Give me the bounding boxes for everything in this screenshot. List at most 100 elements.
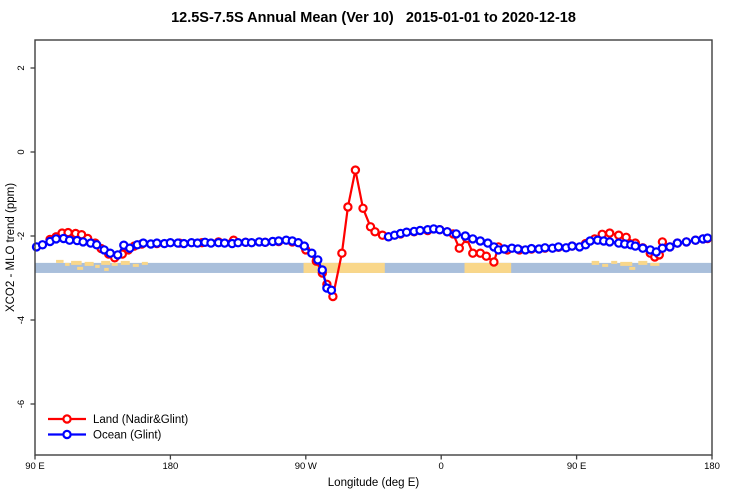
map-island-speck	[104, 267, 109, 271]
data-point-marker	[337, 248, 347, 258]
data-point-marker	[219, 238, 230, 248]
map-island-speck	[650, 262, 660, 266]
data-point-marker	[206, 238, 216, 248]
map-land-south-america	[303, 262, 385, 273]
map-island-speck	[620, 261, 633, 266]
y-tick-label: -4	[16, 316, 27, 324]
data-point-marker	[499, 244, 510, 254]
legend-marker-sample	[62, 414, 72, 424]
x-axis-label: Longitude (deg E)	[328, 477, 420, 489]
data-point-marker	[233, 237, 243, 248]
data-point-marker	[91, 240, 102, 250]
data-point-marker	[526, 243, 537, 254]
map-island-speck	[111, 262, 118, 266]
legend-item-land: Land (Nadir&Glint)	[48, 414, 188, 426]
map-island-speck	[141, 261, 148, 265]
map-island-speck	[77, 266, 84, 270]
data-point-marker	[630, 241, 641, 251]
x-tick-label: 180	[704, 461, 720, 472]
y-tick-label: -6	[16, 400, 27, 408]
data-point-marker	[540, 243, 550, 253]
data-point-marker	[299, 241, 309, 251]
axes-layer: 90 E 180 90 W 0 90 E 180 2 0 -2 -4 -6	[16, 39, 720, 472]
data-point-marker	[37, 240, 48, 250]
map-island-speck	[591, 260, 600, 265]
chart-title: 12.5S-7.5S Annual Mean (Ver 10) 2015-01-…	[171, 10, 576, 26]
legend: Land (Nadir&Glint) Ocean (Glint)	[48, 414, 188, 442]
map-island-speck	[71, 260, 82, 265]
x-tick-label: 0	[439, 461, 444, 472]
data-point-marker	[105, 248, 115, 258]
data-point-marker	[317, 265, 327, 275]
data-point-marker	[78, 237, 88, 247]
map-island-speck	[120, 260, 130, 265]
legend-label: Land (Nadir&Glint)	[93, 414, 188, 426]
data-point-marker	[358, 203, 368, 213]
map-island-speck	[602, 263, 609, 267]
legend-item-ocean: Ocean (Glint)	[48, 430, 162, 442]
data-point-marker	[313, 255, 323, 265]
x-tick-label: 90 E	[567, 461, 587, 472]
data-point-marker	[370, 227, 380, 237]
data-point-marker	[192, 238, 203, 248]
data-point-marker	[179, 238, 189, 249]
map-band-layer	[35, 259, 712, 273]
data-point-marker	[468, 234, 478, 244]
x-tick-label: 180	[162, 461, 178, 472]
data-point-marker	[435, 224, 445, 235]
data-point-marker	[307, 248, 317, 258]
map-island-speck	[95, 264, 100, 268]
legend-marker-sample	[62, 429, 72, 440]
y-tick-label: -2	[16, 232, 27, 240]
data-point-marker	[442, 227, 452, 237]
y-tick-label: 0	[16, 149, 27, 154]
data-point-marker	[125, 243, 135, 253]
data-point-marker	[665, 242, 675, 252]
data-point-marker	[585, 236, 595, 246]
data-point-marker	[343, 202, 353, 212]
map-island-speck	[65, 262, 70, 266]
data-point-marker	[605, 237, 615, 247]
data-point-marker	[451, 229, 461, 239]
data-point-marker	[260, 237, 270, 247]
data-point-marker	[350, 165, 361, 175]
series-land	[45, 165, 713, 302]
data-point-marker	[326, 285, 337, 295]
data-point-marker	[401, 227, 412, 237]
plot-border	[34, 39, 713, 456]
series-layer	[31, 165, 713, 302]
data-point-marker	[152, 238, 162, 248]
map-island-speck	[629, 266, 636, 270]
data-point-marker	[138, 238, 148, 248]
map-island-speck	[101, 260, 111, 265]
y-tick-label: 2	[16, 65, 27, 70]
data-point-marker	[481, 251, 491, 261]
data-point-marker	[702, 233, 713, 243]
data-point-marker	[672, 238, 683, 248]
data-point-marker	[638, 243, 648, 253]
data-point-marker	[475, 236, 485, 246]
data-point-marker	[513, 244, 523, 254]
data-point-marker	[246, 237, 257, 248]
y-axis-label: XCO2 - MLO trend (ppm)	[5, 183, 17, 312]
map-island-speck	[638, 260, 648, 265]
data-point-marker	[165, 237, 176, 248]
data-point-marker	[64, 235, 75, 245]
series-ocean	[31, 224, 713, 295]
x-tick-label: 90 W	[295, 461, 317, 472]
map-land-africa	[464, 262, 512, 273]
map-island-speck	[132, 263, 139, 267]
data-point-marker	[553, 242, 564, 252]
data-point-marker	[614, 230, 624, 240]
data-point-marker	[605, 228, 615, 238]
data-point-marker	[468, 248, 478, 258]
data-point-marker	[690, 235, 701, 245]
data-point-marker	[415, 225, 425, 236]
x-tick-label: 90 E	[25, 461, 45, 472]
data-point-marker	[274, 236, 284, 246]
data-point-marker	[112, 250, 123, 260]
data-point-marker	[567, 241, 577, 251]
map-island-speck	[611, 260, 618, 264]
